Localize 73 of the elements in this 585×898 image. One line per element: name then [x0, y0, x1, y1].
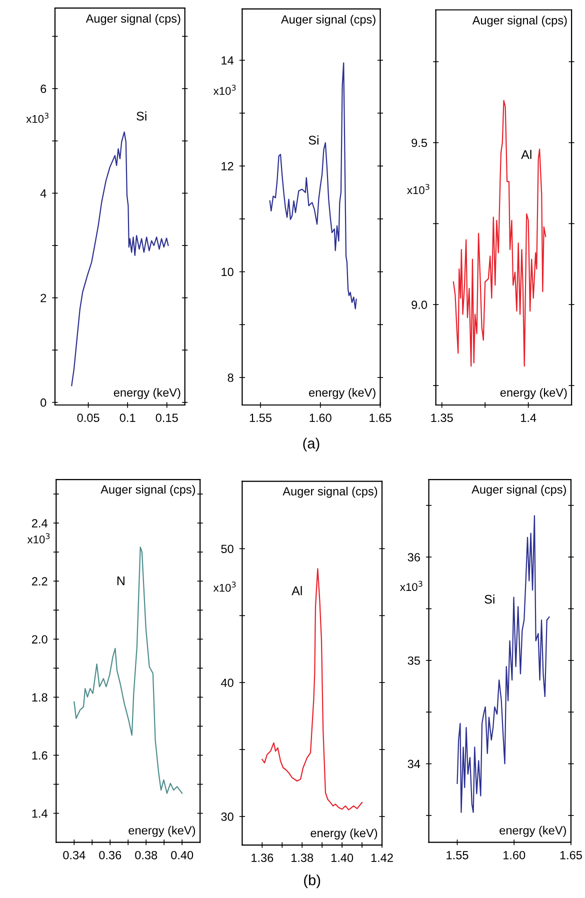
annotation: Al: [521, 150, 532, 159]
annotation: N: [117, 576, 124, 586]
text: (a): [303, 438, 320, 452]
x-tick-label: 0.40: [171, 850, 194, 860]
x-tick-label: 0.15: [156, 414, 178, 422]
annotation: Al: [292, 586, 302, 596]
x-tick-label: 1.55: [250, 414, 272, 422]
annotation: Si: [136, 111, 146, 121]
annotation: Si: [308, 135, 318, 145]
y-tick-label: 14: [222, 56, 234, 65]
x-tick-label: 0.36: [99, 850, 122, 860]
x-tick-label: 0.34: [63, 850, 86, 860]
x-tick-label: 1.55: [446, 851, 468, 860]
line-series: [456, 515, 550, 813]
y-tick-label: 8: [228, 374, 234, 382]
annotation: Si: [484, 594, 494, 604]
x-tick-label: 1.60: [310, 414, 332, 422]
y-axis-title: Auger signal (cps): [282, 486, 378, 498]
y-tick-label: 9.0: [412, 300, 428, 309]
y-axis-title: Auger signal (cps): [472, 16, 567, 27]
text: x10$^{3}$: [213, 582, 236, 592]
x-axis-title: energy (keV): [500, 388, 567, 400]
y-tick-label: 12: [222, 162, 234, 170]
y-tick-label: 0: [40, 398, 46, 407]
y-tick-label: 2: [40, 294, 46, 302]
x-tick-label: 1.40: [331, 854, 354, 862]
y-tick-label: 9.5: [412, 138, 427, 148]
x-axis-title: energy (keV): [309, 388, 376, 400]
x-axis-title: energy (keV): [310, 828, 378, 840]
y-axis-title: Auger signal (cps): [472, 484, 566, 496]
text: x10$^{3}$: [27, 533, 50, 544]
text: x10$^{3}$: [213, 84, 236, 95]
x-tick-label: 1.65: [370, 414, 392, 422]
line-series: [71, 131, 169, 386]
text: x10$^{3}$: [26, 112, 48, 123]
x-axis-title: energy (keV): [128, 826, 196, 837]
x-tick-label: 1.4: [521, 414, 536, 422]
y-axis-title: Auger signal (cps): [280, 14, 376, 26]
x-tick-label: 1.35: [431, 414, 453, 422]
line-series: [452, 100, 546, 367]
y-tick-label: 1.8: [32, 693, 48, 702]
x-tick-label: 1.60: [504, 850, 526, 860]
text: x10$^{3}$: [400, 580, 422, 591]
x-tick-label: 0.05: [77, 414, 100, 422]
y-tick-label: 35: [408, 656, 420, 665]
y-tick-label: 50: [221, 544, 234, 554]
x-tick-label: 1.36: [252, 854, 274, 862]
line-series: [269, 62, 357, 310]
y-tick-label: 10: [222, 268, 234, 276]
y-axis-title: Auger signal (cps): [100, 484, 196, 496]
y-tick-label: 2.0: [32, 635, 48, 644]
text: x10$^{3}$: [407, 184, 430, 194]
y-tick-label: 1.6: [32, 751, 48, 760]
line-series: [262, 568, 363, 810]
y-tick-label: 30: [221, 812, 234, 821]
y-tick-label: 34: [408, 760, 420, 768]
y-tick-label: 4: [40, 189, 46, 198]
x-axis-title: energy (keV): [500, 826, 566, 837]
x-tick-label: 1.38: [292, 854, 314, 862]
x-tick-label: 1.65: [560, 850, 582, 860]
x-tick-label: 1.42: [371, 854, 393, 862]
line-series: [74, 546, 183, 794]
y-tick-label: 6: [40, 84, 46, 94]
y-axis-title: Auger signal (cps): [86, 14, 180, 26]
x-tick-label: 0.38: [135, 850, 158, 860]
y-tick-label: 1.4: [32, 809, 48, 818]
y-tick-label: 2.2: [32, 577, 48, 586]
x-axis-title: energy (keV): [114, 388, 180, 400]
y-tick-label: 2.4: [32, 519, 48, 528]
x-tick-label: 0.1: [120, 414, 136, 422]
text: (b): [304, 874, 320, 888]
y-tick-label: 40: [221, 678, 234, 687]
y-tick-label: 36: [408, 553, 420, 562]
